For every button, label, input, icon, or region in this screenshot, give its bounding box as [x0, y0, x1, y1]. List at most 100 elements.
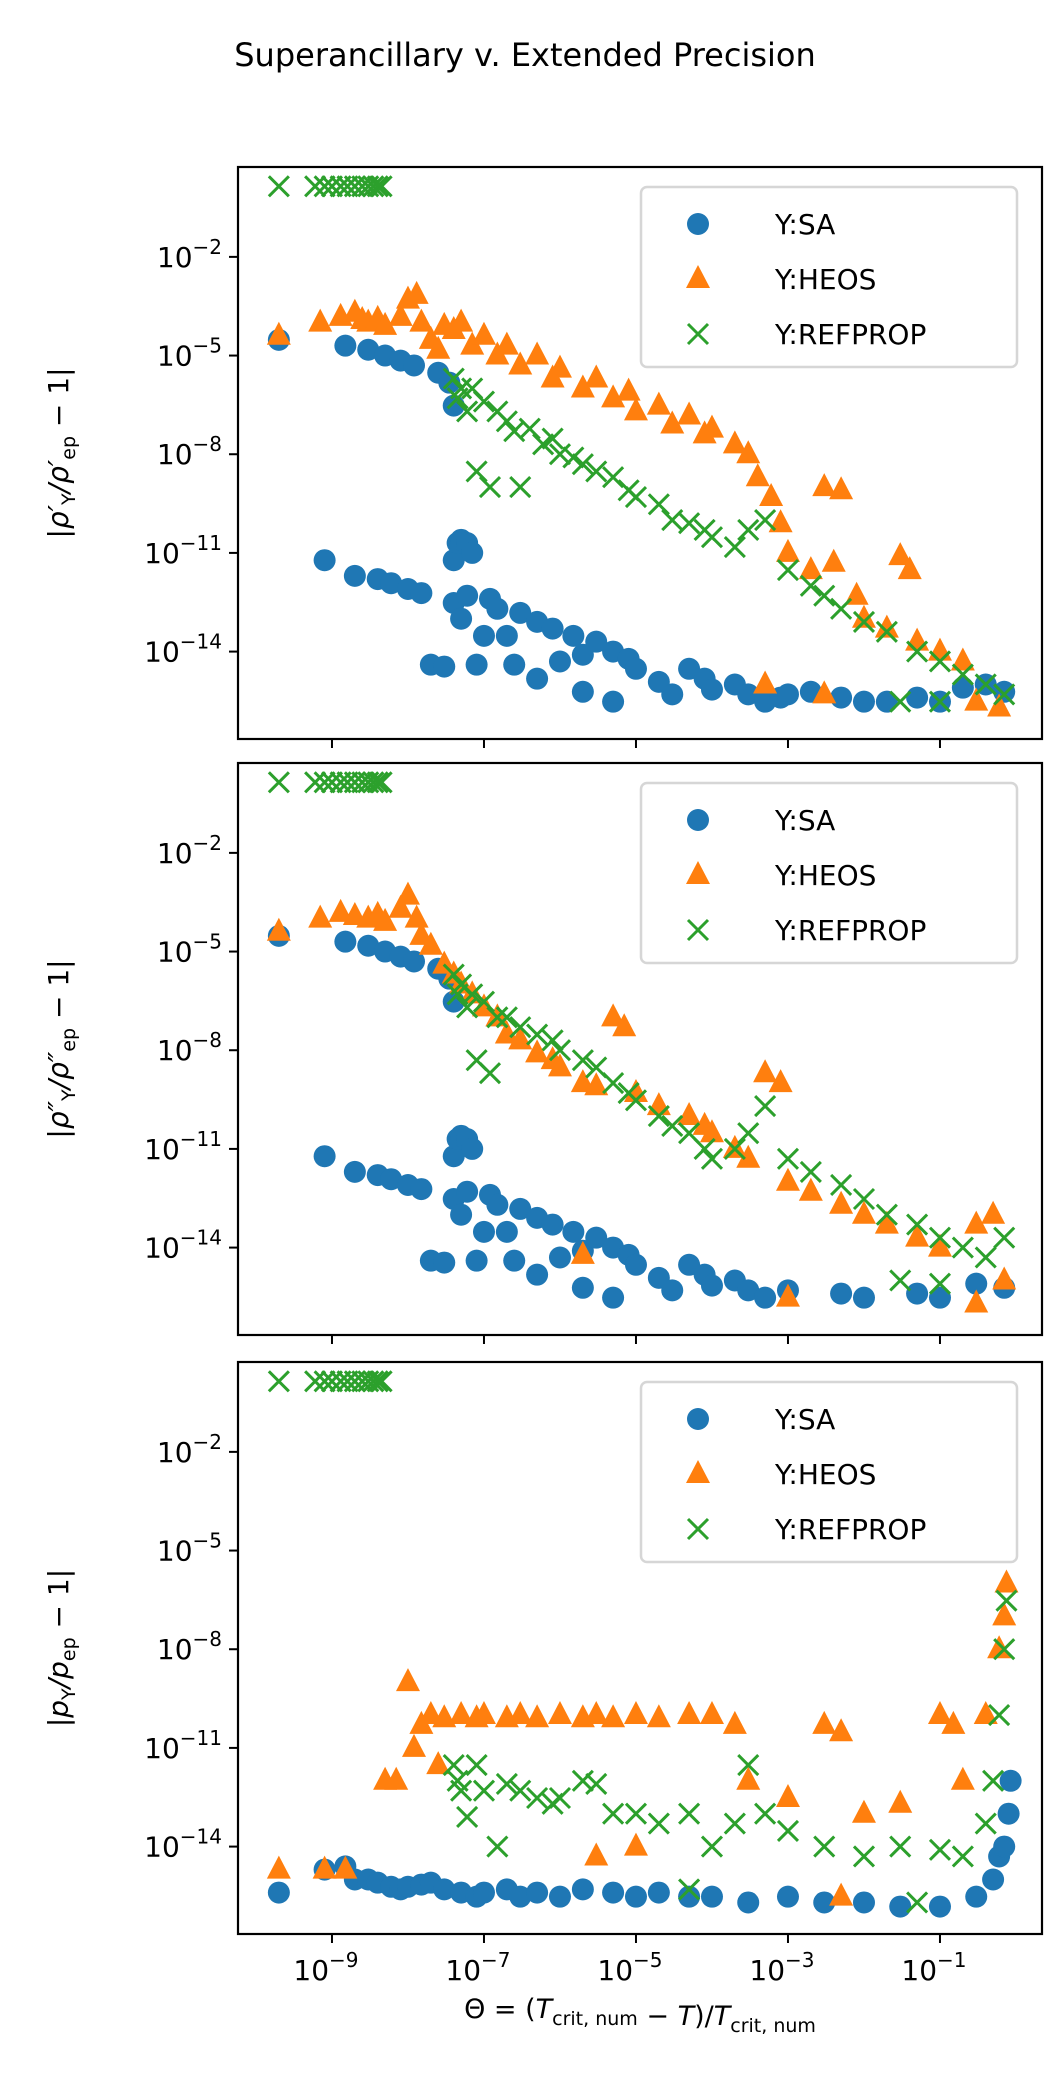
data-point	[313, 1145, 336, 1168]
data-point	[964, 1289, 989, 1313]
data-point	[308, 308, 333, 332]
data-point	[678, 1885, 701, 1908]
data-point	[852, 1891, 875, 1914]
data-point	[465, 653, 488, 676]
data-point	[851, 1200, 876, 1224]
data-point	[737, 683, 760, 706]
data-point	[982, 1868, 1005, 1891]
y-axis-label: |ρ′Y/ρ′ep − 1|	[42, 367, 80, 538]
data-point	[928, 1895, 951, 1918]
data-point	[874, 614, 899, 638]
data-point	[450, 377, 473, 400]
data-point	[548, 1786, 572, 1810]
data-point	[571, 680, 594, 703]
data-point	[813, 1835, 836, 1858]
data-point	[313, 1370, 336, 1393]
y-tick-label: 10−8	[157, 1627, 222, 1666]
data-point	[373, 907, 398, 931]
data-point	[964, 687, 989, 711]
data-point	[768, 1069, 793, 1093]
x-tick-label: 10−1	[901, 1948, 966, 1987]
data-point	[343, 1160, 366, 1183]
data-point	[456, 996, 479, 1019]
data-point	[526, 1263, 549, 1286]
data-point	[304, 771, 327, 794]
legend-label: Y:SA	[774, 1403, 835, 1436]
data-point	[486, 1193, 509, 1216]
data-point	[602, 466, 625, 489]
data-point	[541, 427, 564, 450]
data-point	[700, 678, 723, 701]
data-point	[950, 647, 975, 671]
data-point	[601, 384, 626, 408]
data-point	[754, 508, 777, 532]
legend-label: Y:HEOS	[774, 1458, 876, 1491]
data-point	[525, 1704, 550, 1728]
data-point	[518, 417, 541, 440]
y-tick-label: 10−2	[157, 235, 222, 274]
data-point	[775, 1283, 800, 1307]
series-y-sa	[267, 924, 1016, 1309]
data-point	[266, 321, 291, 345]
data-point	[616, 377, 641, 401]
data-point	[722, 1710, 747, 1734]
data-point	[768, 509, 793, 533]
data-point	[432, 1704, 457, 1728]
data-point	[380, 572, 403, 595]
data-point	[888, 542, 913, 566]
data-point	[799, 574, 822, 597]
data-point	[776, 1147, 800, 1170]
data-point	[472, 1881, 495, 1904]
data-point	[548, 650, 571, 673]
data-point	[928, 1838, 952, 1861]
x-tick-label: 10−5	[597, 1948, 662, 1987]
y-tick-label: 10−14	[144, 1825, 222, 1864]
data-point	[830, 686, 853, 709]
data-point	[449, 308, 474, 332]
data-point	[465, 460, 488, 483]
data-point	[584, 1842, 609, 1866]
data-point	[601, 1003, 626, 1027]
legend-marker-x	[686, 322, 710, 346]
data-point	[320, 175, 344, 198]
data-point	[928, 1226, 952, 1249]
data-point	[723, 1812, 746, 1835]
data-point	[366, 175, 389, 198]
data-point	[357, 338, 380, 361]
y-tick-label: 10−11	[144, 531, 222, 570]
data-point	[988, 1703, 1011, 1727]
data-point	[647, 493, 670, 516]
y-tick-label: 10−8	[157, 432, 222, 471]
data-point	[889, 1835, 912, 1858]
data-point	[472, 990, 496, 1013]
data-point	[562, 1220, 585, 1243]
data-point	[693, 1137, 716, 1160]
data-point	[320, 1370, 344, 1393]
data-point	[993, 1226, 1016, 1249]
x-tick-label: 10−9	[293, 1948, 358, 1987]
legend-marker-circle	[687, 213, 709, 235]
y-tick-label: 10−11	[144, 1127, 222, 1166]
data-point	[999, 1769, 1022, 1792]
data-point	[982, 1769, 1005, 1792]
data-point	[981, 1200, 1006, 1224]
y-tick-label: 10−2	[157, 831, 222, 870]
data-point	[906, 686, 929, 709]
data-point	[965, 1885, 988, 1908]
data-point	[486, 1006, 509, 1029]
data-point	[736, 1144, 761, 1168]
data-point	[495, 1772, 518, 1796]
data-point	[370, 1370, 393, 1393]
data-point	[460, 331, 485, 355]
series-y-sa	[267, 328, 1016, 713]
data-point	[927, 1233, 952, 1257]
data-point	[700, 1147, 724, 1170]
data-point	[997, 1802, 1020, 1825]
data-point	[906, 1891, 929, 1914]
y-axis-label: |ρ″Y/ρ″ep − 1|	[42, 959, 80, 1138]
x-axis-label: Θ = (Tcrit, num − T)/Tcrit, num	[464, 1994, 816, 2037]
data-point	[830, 597, 853, 620]
data-point	[267, 771, 290, 794]
data-point	[334, 930, 357, 953]
data-point	[456, 1805, 479, 1828]
